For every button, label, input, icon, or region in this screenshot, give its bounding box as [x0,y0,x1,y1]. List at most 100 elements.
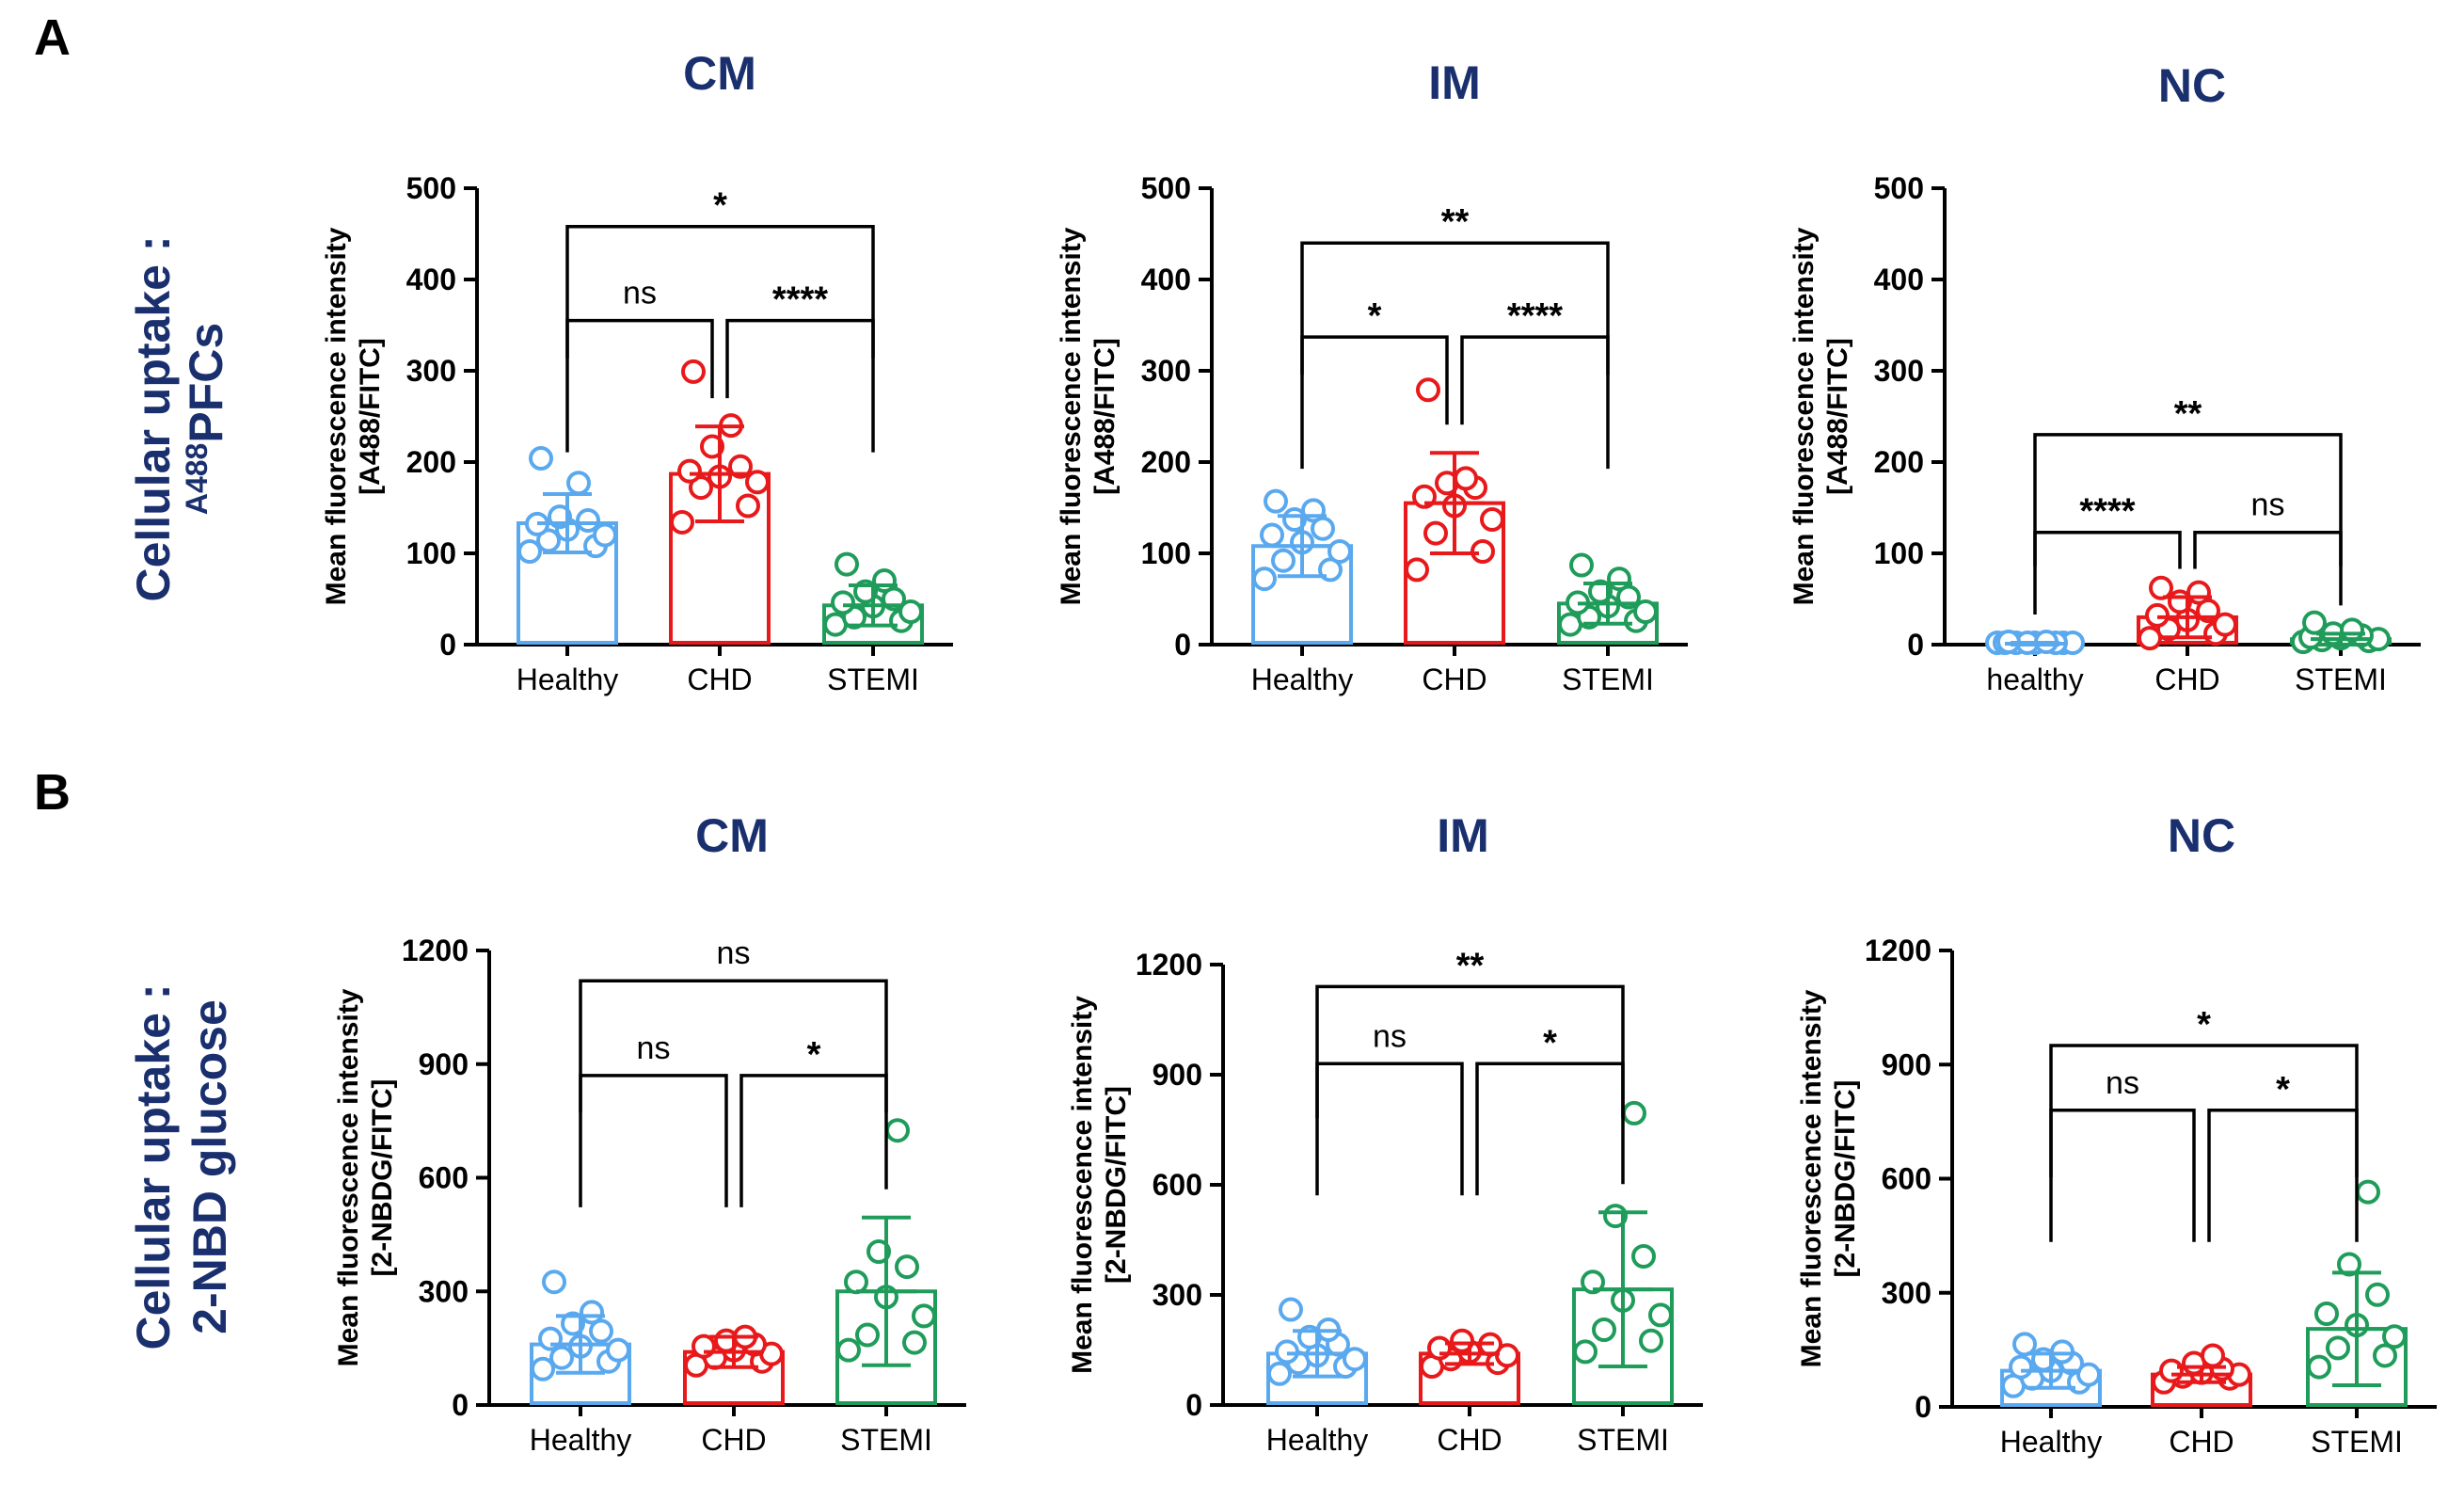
data-point-stemi [1573,1339,1598,1365]
y-axis-label-line: [2-NBDG/FITC] [1830,1080,1861,1278]
significance-label: ** [2174,394,2202,434]
y-tick-label: 0 [1185,1388,1202,1422]
data-point-stemi [2307,1354,2331,1380]
x-tick-label-stemi: STEMI [1577,1423,1669,1457]
data-point-chd [1480,507,1504,533]
chart-title: NC [2168,809,2235,862]
data-point-stemi [844,1269,868,1295]
data-point-healthy [576,508,600,534]
data-point-chd [1405,557,1429,583]
row-label-a-line1: Cellular uptake : [127,236,180,602]
data-point-stemi [2382,1324,2407,1349]
y-tick-label: 0 [1174,628,1191,662]
y-tick-label: 500 [1874,171,1924,205]
y-axis-label-line: [2-NBDG/FITC] [367,1079,398,1277]
significance-label: * [713,186,727,226]
x-tick-label-healthy: healthy [1986,663,2083,696]
significance-label: **** [2079,492,2135,532]
chart-3: NC Mean fluorescence intensity [A488/FITC]… [1788,59,2421,696]
data-point-chd [670,509,694,535]
data-point-healthy [566,471,591,496]
y-axis-label: Mean fluorescence intensity [A488/FITC] [1056,227,1121,605]
data-point-chd [1416,377,1440,403]
significance-label: ns [623,276,657,311]
y-axis-label: Mean fluorescence intensity [A488/FITC] [1788,227,1853,605]
data-point-chd [2201,1343,2225,1368]
y-axis-label-line: [2-NBDG/FITC] [1101,1086,1132,1284]
significance-bracket [2207,1109,2359,1242]
data-point-stemi [2356,1179,2380,1205]
x-tick-label-stemi: STEMI [2311,1425,2403,1459]
data-point-healthy [1311,516,1335,541]
significance-bracket [2033,530,2182,615]
significance-bracket [1475,1062,1625,1196]
data-point-stemi [1633,599,1658,625]
panel-letter-a: A [34,9,71,66]
x-tick-label-stemi: STEMI [827,663,919,696]
data-point-stemi [2314,1301,2339,1326]
data-point-stemi [1607,567,1631,592]
chart-title: CM [683,47,756,100]
data-point-stemi [1581,1269,1605,1295]
data-point-healthy [517,539,542,564]
significance-label: ns [2251,487,2285,523]
data-point-healthy [2012,1332,2037,1357]
x-tick-label-chd: CHD [687,663,752,696]
charts-container: CM Mean fluorescence intensity [A488/FITC]… [321,47,2437,1459]
chart-6: NC Mean fluorescence intensity [2-NBDG/FIT… [1796,809,2437,1459]
data-point-healthy [2009,1354,2033,1380]
data-point-stemi [1648,1302,1673,1328]
y-tick-label: 400 [1874,263,1924,296]
significance-bracket [2049,1044,2359,1178]
y-tick-label: 600 [419,1161,469,1195]
data-point-stemi [872,568,897,594]
data-point-stemi [2373,1343,2397,1368]
data-point-stemi [2340,617,2364,643]
data-point-healthy [1343,1347,1367,1372]
y-axis-label-line: Mean fluorescence intensity [1796,989,1827,1367]
data-point-healthy [549,1345,574,1370]
data-point-stemi [2326,1335,2350,1361]
data-point-chd [745,470,770,495]
x-tick-label-chd: CHD [701,1423,766,1457]
significance-label: * [807,1035,821,1075]
significance-bracket [565,224,875,359]
data-point-chd [1450,1328,1474,1353]
data-point-healthy [531,1356,555,1381]
significance-bracket [1300,241,1610,375]
data-point-chd [2213,612,2237,637]
x-tick-label-healthy: Healthy [2000,1425,2103,1459]
x-tick-label-healthy: Healthy [517,663,619,696]
data-point-chd [736,493,760,519]
x-tick-label-chd: CHD [2169,1425,2233,1459]
row-label-b: Cellular uptake : 2-NBD glucose [127,984,236,1350]
data-point-healthy [593,522,617,548]
x-tick-label-chd: CHD [1422,663,1486,696]
data-point-chd [2149,575,2173,600]
data-point-chd [1454,466,1478,491]
y-axis-label: Mean fluorescence intensity [A488/FITC] [321,227,386,605]
significance-bracket [579,979,888,1113]
data-point-healthy [542,1269,566,1295]
y-tick-label: 900 [1882,1047,1931,1081]
data-point-stemi [912,1303,936,1329]
chart-title: NC [2158,59,2226,112]
y-tick-label: 100 [1141,536,1191,570]
y-tick-label: 600 [1153,1168,1202,1202]
x-tick-label-stemi: STEMI [840,1423,932,1457]
y-tick-label: 900 [419,1047,469,1081]
data-point-healthy [561,1311,585,1336]
y-tick-label: 400 [406,263,456,296]
data-point-healthy [529,446,553,471]
data-point-healthy [1271,548,1296,573]
significance-bracket [1300,335,1449,470]
data-point-stemi [1622,1100,1646,1126]
data-point-healthy [1260,522,1284,548]
data-point-stemi [898,599,923,625]
significance-label: ** [1456,946,1485,985]
y-tick-label: 300 [406,354,456,388]
y-tick-label: 300 [1141,354,1191,388]
data-point-chd [677,458,702,484]
row-label-a-sup: A488 [180,443,214,516]
significance-label: **** [1507,296,1563,336]
